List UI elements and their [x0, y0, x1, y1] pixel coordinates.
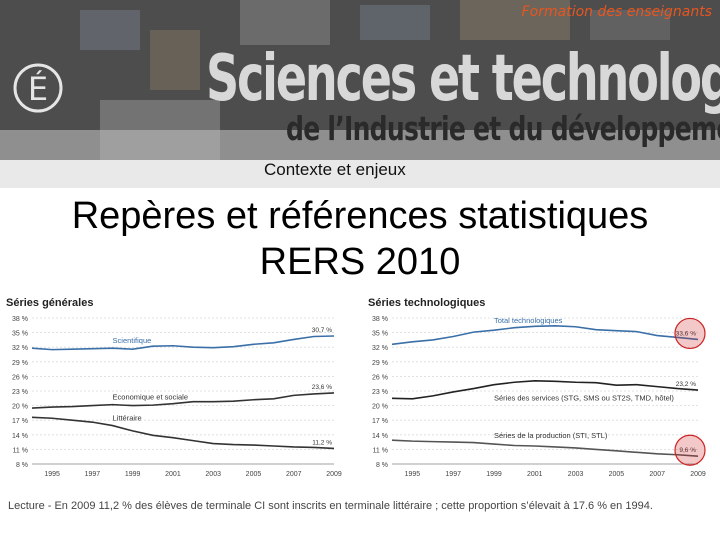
headline-line-1: Repères et références statistiques — [71, 195, 649, 237]
series-end-value-label: 23,6 % — [312, 384, 332, 391]
logo-letter: É — [28, 70, 48, 108]
x-tick-label: 2005 — [246, 471, 262, 478]
chart-title: Séries générales — [6, 297, 93, 309]
x-tick-label: 1999 — [125, 471, 141, 478]
y-tick-label: 38 % — [12, 316, 28, 323]
program-subtitle: de l’Industrie et du développement durab… — [286, 109, 720, 148]
series-name-label: Séries des services (STG, SMS ou ST2S, T… — [494, 394, 674, 403]
highlight-circle — [674, 434, 706, 466]
y-tick-label: 26 % — [372, 374, 388, 381]
y-tick-label: 11 % — [373, 447, 388, 454]
headline-line-2: RERS 2010 — [259, 241, 461, 283]
x-tick-label: 2005 — [609, 471, 625, 478]
series-end-value-label: 23,2 % — [676, 381, 696, 388]
x-tick-label: 1997 — [445, 471, 461, 478]
x-tick-label: 2003 — [568, 471, 584, 478]
x-tick-label: 2007 — [286, 471, 302, 478]
series-name-label: Séries de la production (STI, STL) — [494, 431, 608, 440]
series-name-label: Total technologiques — [494, 316, 563, 325]
chart-svg: Séries générales 38 % 35 % 32 % 29 % 26 % 23 %… — [6, 297, 342, 478]
header-banner: Formation des enseignants É Sciences et … — [0, 0, 720, 188]
x-tick-label: 2001 — [165, 471, 181, 478]
y-tick-label: 14 % — [12, 433, 28, 440]
series-line — [391, 439, 699, 458]
y-tick-label: 26 % — [12, 374, 28, 381]
series-end-value-label: 30,7 % — [312, 327, 332, 334]
x-tick-label: 1995 — [44, 471, 60, 478]
chart-title: Séries technologiques — [368, 297, 485, 309]
series-name-label: Littéraire — [113, 414, 142, 423]
y-tick-label: 29 % — [372, 360, 388, 367]
y-tick-label: 23 % — [12, 389, 28, 396]
y-tick-label: 32 % — [12, 345, 28, 352]
x-tick-label: 2007 — [649, 471, 665, 478]
series-end-value-label: 11,2 % — [312, 439, 332, 446]
y-tick-label: 35 % — [372, 331, 388, 338]
series-line — [391, 379, 699, 400]
x-tick-label: 2009 — [326, 471, 342, 478]
y-tick-label: 8 % — [16, 462, 28, 469]
y-tick-label: 32 % — [372, 345, 388, 352]
x-tick-label: 1995 — [405, 471, 421, 478]
x-tick-label: 2001 — [527, 471, 543, 478]
y-tick-label: 20 % — [12, 404, 28, 411]
y-tick-label: 38 % — [372, 316, 388, 323]
y-tick-label: 8 % — [376, 462, 388, 469]
education-logo-icon: É — [13, 63, 63, 113]
y-tick-label: 11 % — [13, 447, 28, 454]
program-title: Sciences et technologies — [206, 42, 720, 116]
reading-note: Lecture - En 2009 11,2 % des élèves de t… — [8, 500, 653, 512]
chart-series-technologiques: Séries technologiques 38 % 35 % 32 % 29 % 26 … — [362, 292, 720, 492]
series-line — [391, 324, 699, 346]
chart-svg: Séries technologiques 38 % 35 % 32 % 29 % 26 … — [368, 297, 706, 478]
y-tick-label: 23 % — [372, 389, 388, 396]
highlight-circle — [674, 317, 706, 350]
series-name-label: Scientifique — [113, 336, 152, 345]
x-tick-label: 1999 — [486, 471, 502, 478]
chart-series-generales: Séries générales 38 % 35 % 32 % 29 % 26 % 23 %… — [0, 292, 362, 492]
y-tick-label: 17 % — [372, 418, 388, 425]
series-line — [31, 416, 335, 450]
y-tick-label: 17 % — [12, 418, 28, 425]
x-tick-label: 1997 — [85, 471, 101, 478]
series-end-value-label: 33,6 % — [676, 330, 696, 337]
series-line — [31, 335, 335, 351]
series-name-label: Economique et sociale — [113, 393, 188, 402]
y-tick-label: 29 % — [12, 360, 28, 367]
y-tick-label: 20 % — [372, 404, 388, 411]
y-tick-label: 14 % — [372, 433, 388, 440]
slide-headline: Repères et références statistiques RERS … — [0, 193, 720, 285]
tagline: Formation des enseignants — [521, 4, 712, 20]
section-label: Contexte et enjeux — [264, 160, 406, 179]
series-line — [31, 392, 335, 409]
y-tick-label: 35 % — [12, 331, 28, 338]
series-end-value-label: 9,6 % — [679, 447, 696, 454]
x-tick-label: 2003 — [205, 471, 221, 478]
x-tick-label: 2009 — [690, 471, 706, 478]
background-collage — [0, 0, 720, 188]
